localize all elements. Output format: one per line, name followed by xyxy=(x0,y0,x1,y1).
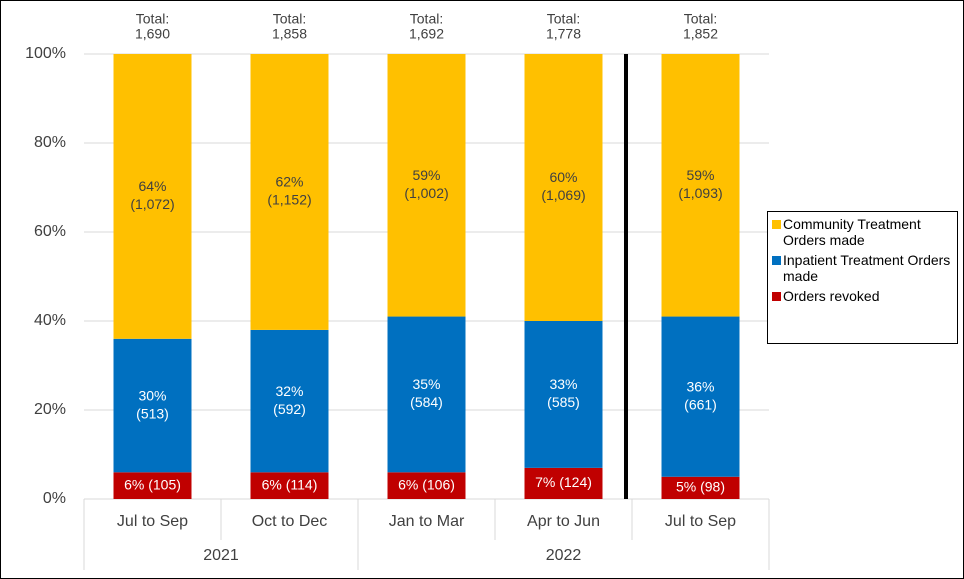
bar-segment xyxy=(250,329,329,473)
total-label: 1,852 xyxy=(683,26,718,42)
total-label: Total: xyxy=(136,11,169,27)
bar-segment xyxy=(387,472,466,499)
y-tick-label: 0% xyxy=(43,490,66,507)
data-label: 6% (105) xyxy=(124,476,181,492)
legend-label: Community Treatment Orders made xyxy=(783,216,921,248)
x-tick-label: Jul to Sep xyxy=(665,513,736,530)
x-tick-label: Apr to Jun xyxy=(527,513,600,530)
x-tick-label: Jul to Sep xyxy=(117,513,188,530)
total-label: 1,858 xyxy=(272,26,307,42)
legend-label: Inpatient Treatment Orders made xyxy=(783,252,951,284)
total-label: 1,690 xyxy=(135,26,170,42)
data-label: 6% (114) xyxy=(262,476,318,492)
data-label: (1,069) xyxy=(541,187,585,203)
group-label: 2022 xyxy=(546,547,582,564)
legend-item: Community Treatment Orders made xyxy=(772,216,953,248)
legend-swatch xyxy=(772,220,781,229)
data-label: (1,072) xyxy=(130,196,174,212)
data-label: 30% xyxy=(138,387,166,403)
legend-item: Orders revoked xyxy=(772,288,953,304)
bar-segment xyxy=(524,54,603,321)
bar-segment xyxy=(661,316,740,477)
data-label: 7% (124) xyxy=(535,474,592,490)
total-label: Total: xyxy=(547,11,580,27)
data-label: (1,152) xyxy=(267,192,311,208)
data-label: (513) xyxy=(136,405,169,421)
bar-segment xyxy=(524,467,603,499)
legend: Community Treatment Orders made Inpatient… xyxy=(767,211,958,344)
data-label: (1,002) xyxy=(404,185,448,201)
bar-segment xyxy=(387,316,466,473)
legend-swatch xyxy=(772,256,781,265)
y-tick-label: 20% xyxy=(34,401,66,418)
total-label: Total: xyxy=(684,11,717,27)
legend-swatch xyxy=(772,292,781,301)
data-label: 36% xyxy=(686,378,714,394)
data-label: 59% xyxy=(686,167,714,183)
bar-segment xyxy=(524,321,603,468)
data-label: (661) xyxy=(684,396,717,412)
data-label: (584) xyxy=(410,394,443,410)
data-label: 32% xyxy=(275,383,303,399)
y-tick-label: 40% xyxy=(34,312,66,329)
total-label: Total: xyxy=(410,11,443,27)
data-label: (585) xyxy=(547,394,580,410)
data-label: 59% xyxy=(412,167,440,183)
data-label: (592) xyxy=(273,401,306,417)
data-label: 33% xyxy=(549,376,577,392)
data-label: 60% xyxy=(549,169,577,185)
y-tick-label: 100% xyxy=(25,45,66,62)
bar-segment xyxy=(113,338,192,473)
bar-segment xyxy=(661,54,740,317)
total-label: Total: xyxy=(273,11,306,27)
data-label: 6% (106) xyxy=(398,476,455,492)
bar-segment xyxy=(113,54,192,339)
data-label: 35% xyxy=(412,376,440,392)
bar-segment xyxy=(661,476,740,499)
total-label: 1,692 xyxy=(409,26,444,42)
data-label: 64% xyxy=(138,178,166,194)
bar-segment xyxy=(250,472,329,499)
data-label: 5% (98) xyxy=(676,479,725,495)
x-tick-label: Jan to Mar xyxy=(389,513,465,530)
y-tick-label: 60% xyxy=(34,223,66,240)
group-label: 2021 xyxy=(203,547,239,564)
total-label: 1,778 xyxy=(546,26,581,42)
bar-segment xyxy=(250,54,329,330)
legend-label: Orders revoked xyxy=(783,288,880,304)
bar-segment xyxy=(113,472,192,499)
x-tick-label: Oct to Dec xyxy=(252,513,328,530)
y-tick-label: 80% xyxy=(34,134,66,151)
bar-segment xyxy=(387,54,466,317)
legend-item: Inpatient Treatment Orders made xyxy=(772,252,953,284)
data-label: 62% xyxy=(275,174,303,190)
data-label: (1,093) xyxy=(678,185,722,201)
